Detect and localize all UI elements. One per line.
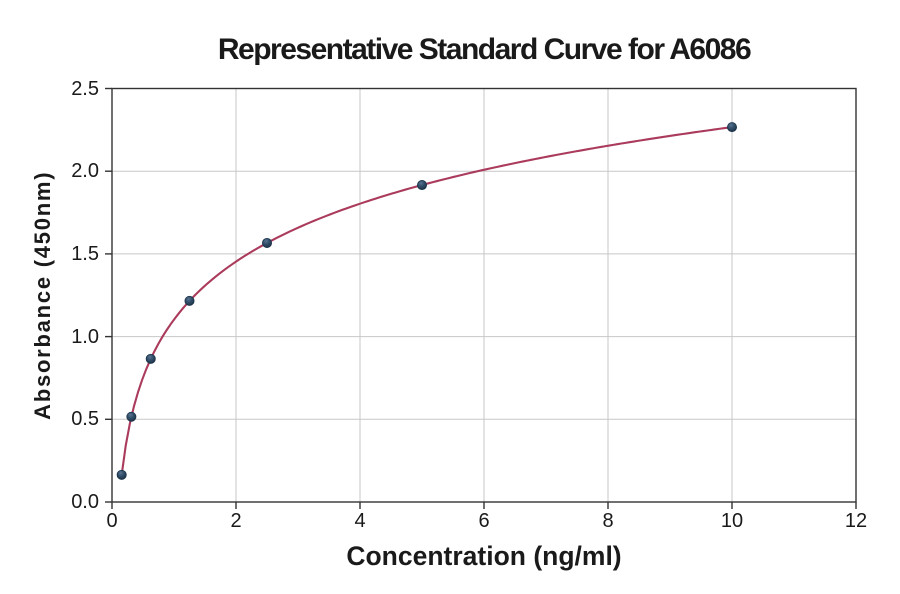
svg-text:12: 12 (845, 510, 867, 532)
svg-text:1.0: 1.0 (71, 326, 99, 348)
svg-text:2.5: 2.5 (71, 78, 99, 100)
svg-text:0.0: 0.0 (71, 491, 99, 513)
svg-text:6: 6 (478, 510, 489, 532)
svg-text:10: 10 (721, 510, 743, 532)
svg-text:4: 4 (354, 510, 365, 532)
svg-text:1.5: 1.5 (71, 243, 99, 265)
svg-text:8: 8 (602, 510, 613, 532)
svg-text:2.0: 2.0 (71, 160, 99, 182)
svg-text:2: 2 (230, 510, 241, 532)
svg-text:0: 0 (106, 510, 117, 532)
svg-text:0.5: 0.5 (71, 408, 99, 430)
